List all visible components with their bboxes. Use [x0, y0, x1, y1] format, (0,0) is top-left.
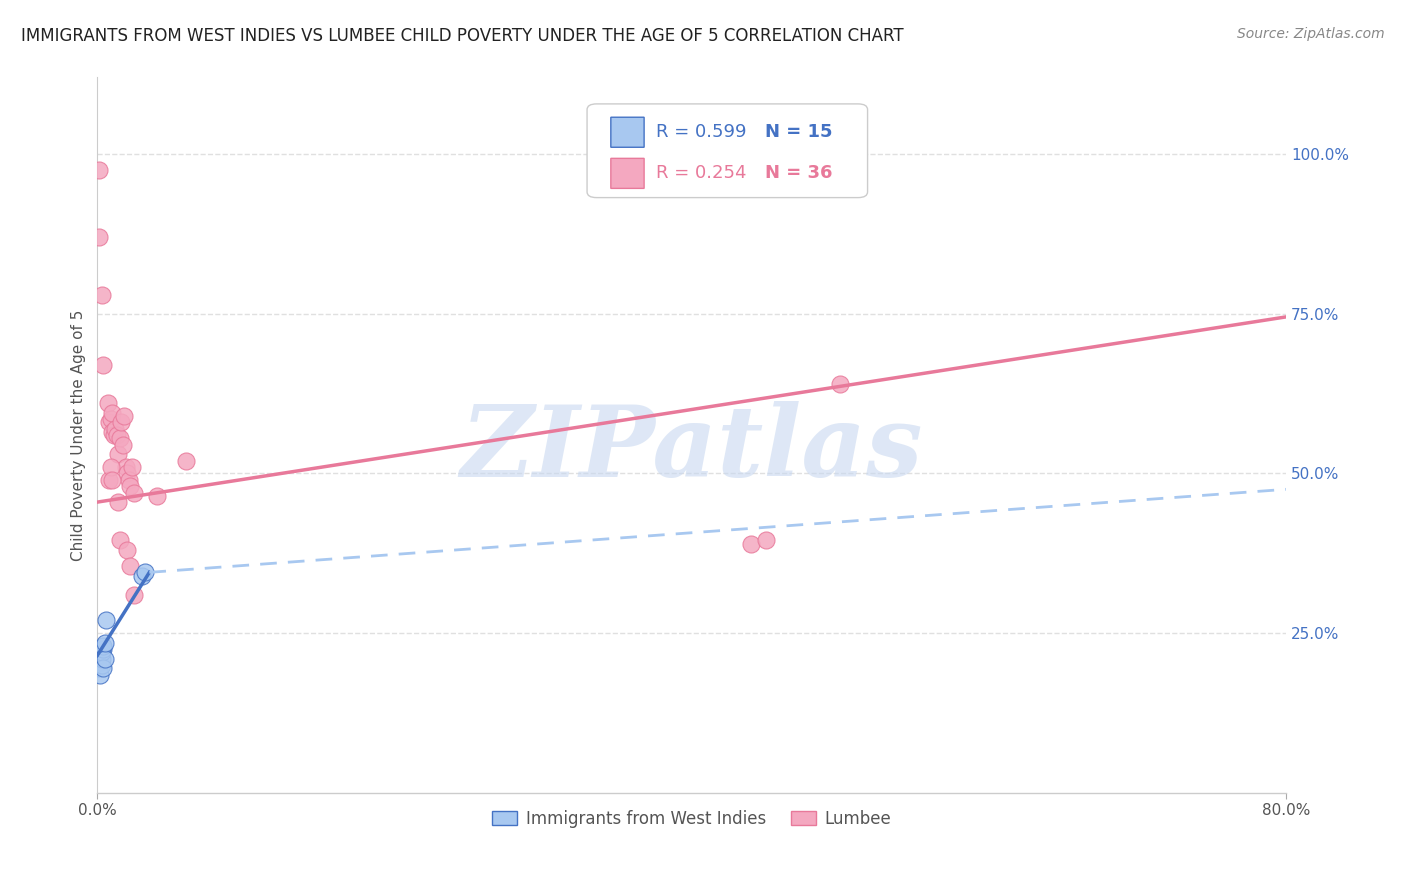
Point: [97, 396, 120, 410]
Point: [104, 422, 127, 436]
Point: [118, 479, 141, 493]
Text: ZIPatlas: ZIPatlas: [461, 401, 922, 498]
Text: IMMIGRANTS FROM WEST INDIES VS LUMBEE CHILD POVERTY UNDER THE AGE OF 5 CORRELATI: IMMIGRANTS FROM WEST INDIES VS LUMBEE CH…: [21, 27, 904, 45]
Point: [98, 473, 121, 487]
Point: [100, 460, 122, 475]
Point: [121, 460, 143, 475]
Point: [830, 376, 852, 391]
Text: R = 0.254: R = 0.254: [657, 164, 747, 182]
FancyBboxPatch shape: [588, 103, 868, 198]
Point: [115, 467, 138, 481]
Point: [146, 489, 169, 503]
Point: [91, 642, 114, 657]
Point: [118, 558, 141, 573]
FancyBboxPatch shape: [610, 159, 644, 188]
Point: [108, 533, 131, 548]
Text: Source: ZipAtlas.com: Source: ZipAtlas.com: [1237, 27, 1385, 41]
Point: [117, 473, 139, 487]
Point: [91, 639, 114, 653]
Point: [87, 661, 110, 675]
Point: [90, 657, 112, 672]
Point: [112, 409, 135, 423]
Point: [87, 163, 110, 178]
Point: [94, 635, 117, 649]
Point: [108, 431, 131, 445]
Point: [90, 645, 112, 659]
Point: [91, 661, 114, 675]
Legend: Immigrants from West Indies, Lumbee: Immigrants from West Indies, Lumbee: [485, 803, 897, 834]
Point: [103, 428, 125, 442]
Point: [755, 533, 778, 548]
Point: [90, 287, 112, 301]
Point: [91, 358, 114, 372]
Point: [111, 437, 134, 451]
Text: R = 0.599: R = 0.599: [657, 123, 747, 141]
Point: [101, 473, 124, 487]
Point: [105, 428, 128, 442]
Point: [134, 566, 156, 580]
Point: [101, 425, 124, 439]
Point: [107, 447, 129, 461]
Point: [96, 613, 118, 627]
Point: [94, 651, 117, 665]
Point: [98, 415, 121, 429]
Point: [115, 543, 138, 558]
FancyBboxPatch shape: [610, 117, 644, 147]
Point: [131, 568, 153, 582]
Point: [89, 648, 111, 663]
Point: [114, 460, 136, 475]
Point: [100, 412, 122, 426]
Point: [101, 406, 124, 420]
Point: [89, 667, 111, 681]
Point: [176, 453, 198, 467]
Point: [87, 230, 110, 244]
Text: N = 36: N = 36: [765, 164, 832, 182]
Point: [124, 588, 146, 602]
Point: [107, 495, 129, 509]
Point: [110, 415, 132, 429]
Point: [90, 651, 112, 665]
Text: N = 15: N = 15: [765, 123, 832, 141]
Point: [124, 485, 146, 500]
Point: [740, 536, 762, 550]
Y-axis label: Child Poverty Under the Age of 5: Child Poverty Under the Age of 5: [72, 310, 86, 561]
Point: [89, 655, 111, 669]
